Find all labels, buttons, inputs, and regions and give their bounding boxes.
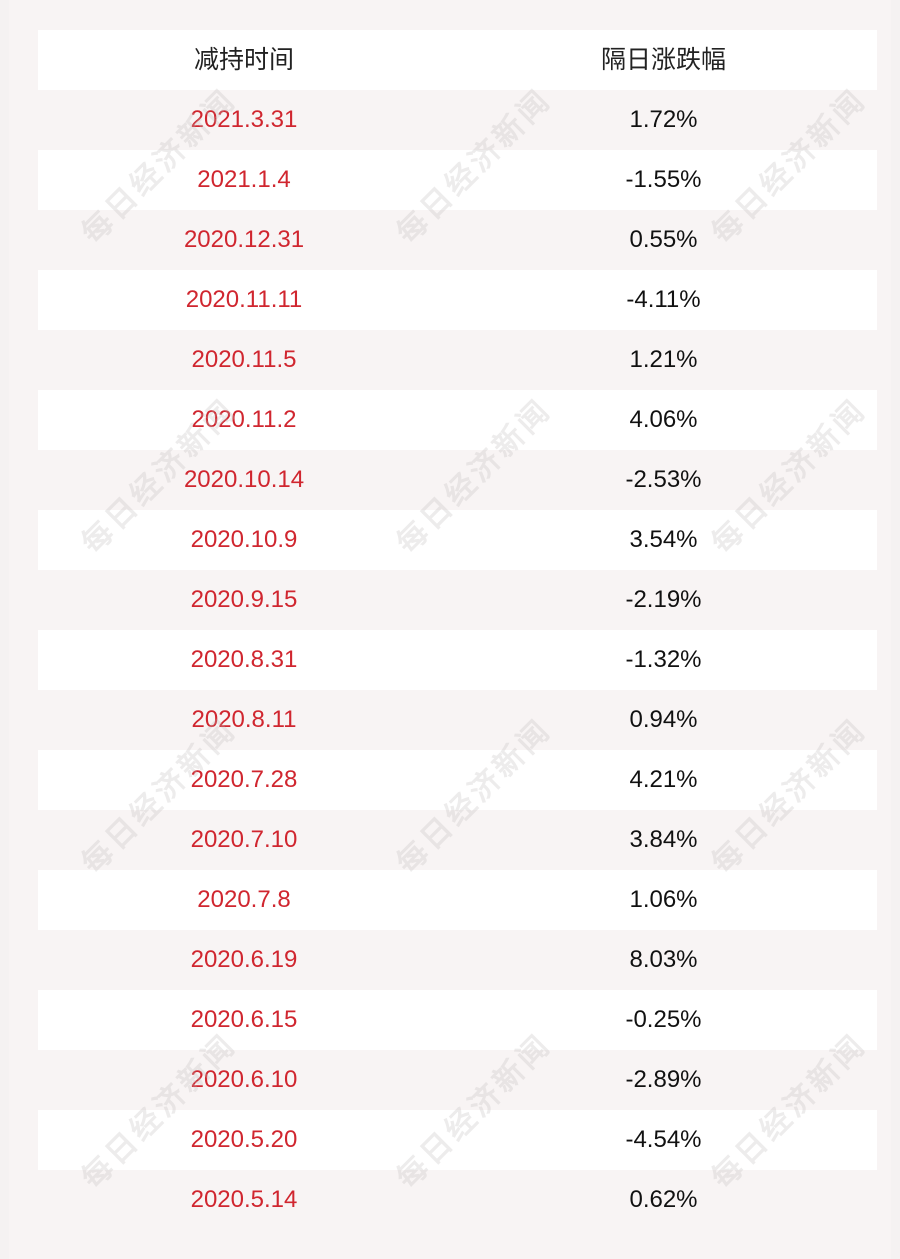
table-row: 2020.8.11 0.94% [38,690,877,750]
row-change: -2.19% [625,586,702,613]
row-change: 0.55% [629,226,698,253]
row-date: 2020.7.28 [190,766,298,793]
table-row: 2020.7.28 4.21% [38,750,877,810]
table-row: 2020.5.20 -4.54% [38,1110,877,1170]
row-date: 2020.8.11 [191,706,297,733]
row-date: 2020.11.11 [185,286,303,313]
row-date: 2020.11.2 [191,406,297,433]
table-row: 2021.3.31 1.72% [38,90,877,150]
row-change: -4.11% [626,286,701,313]
table-row: 2020.6.15 -0.25% [38,990,877,1050]
table-row: 2020.9.15 -2.19% [38,570,877,630]
row-date: 2020.11.5 [191,346,297,373]
header-change: 隔日涨跌幅 [600,46,726,74]
row-change: 8.03% [629,946,698,973]
row-date: 2020.10.14 [183,466,305,493]
row-change: 1.72% [629,106,698,133]
table-row: 2020.6.19 8.03% [38,930,877,990]
row-date: 2020.6.19 [190,946,298,973]
row-date: 2020.5.20 [190,1126,298,1153]
row-date: 2020.5.14 [190,1186,298,1213]
row-change: 4.21% [629,766,698,793]
row-change: 1.21% [629,346,698,373]
table-row: 2020.5.14 0.62% [38,1170,877,1230]
row-date: 2020.7.8 [197,886,291,913]
table-row: 2020.11.2 4.06% [38,390,877,450]
table-row: 2020.8.31 -1.32% [38,630,877,690]
row-change: 4.06% [629,406,698,433]
table-row: 2020.12.31 0.55% [38,210,877,270]
row-date: 2020.7.10 [190,826,298,853]
row-change: -4.54% [625,1126,702,1153]
table-row: 2020.10.9 3.54% [38,510,877,570]
table-body: 2021.3.31 1.72% 2021.1.4 -1.55% 2020.12.31 0.… [38,90,877,1230]
row-change: 3.54% [629,526,698,553]
row-change: 3.84% [629,826,698,853]
row-date: 2020.6.10 [190,1066,298,1093]
table-header: 减持时间 隔日涨跌幅 [38,30,877,90]
row-date: 2020.9.15 [190,586,298,613]
table-row: 2020.10.14 -2.53% [38,450,877,510]
row-date: 2020.6.15 [190,1006,298,1033]
table-row: 2020.11.11 -4.11% [38,270,877,330]
row-change: 0.94% [629,706,698,733]
table-row: 2020.7.10 3.84% [38,810,877,870]
table-row: 2021.1.4 -1.55% [38,150,877,210]
table-row: 2020.6.10 -2.89% [38,1050,877,1110]
row-date: 2021.1.4 [197,166,291,193]
row-change: 0.62% [629,1186,698,1213]
header-date: 减持时间 [193,46,294,74]
table-row: 2020.11.5 1.21% [38,330,877,390]
row-change: -2.53% [625,466,702,493]
reduction-table: 减持时间 隔日涨跌幅 2021.3.31 1.72% 2021.1.4 -1.55% 2… [38,30,877,1230]
row-change: -1.32% [625,646,702,673]
row-date: 2021.3.31 [190,106,298,133]
row-change: -2.89% [625,1066,702,1093]
row-date: 2020.12.31 [183,226,305,253]
row-change: -1.55% [625,166,702,193]
row-date: 2020.8.31 [190,646,298,673]
table-row: 2020.7.8 1.06% [38,870,877,930]
row-date: 2020.10.9 [190,526,298,553]
row-change: 1.06% [629,886,698,913]
row-change: -0.25% [625,1006,702,1033]
